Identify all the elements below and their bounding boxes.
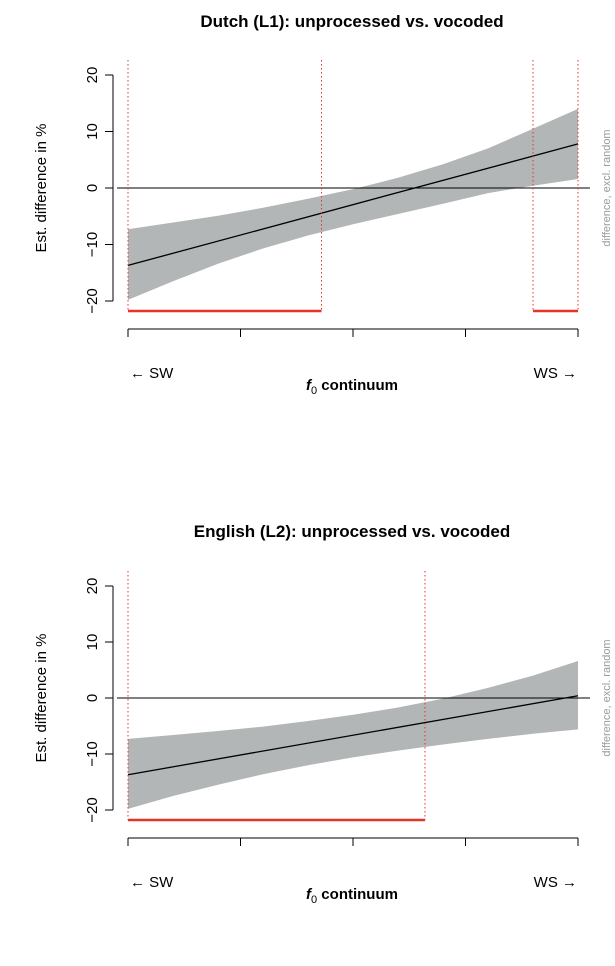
y-tick-label: −20 <box>84 288 101 313</box>
side-label: difference, excl. random <box>601 639 613 756</box>
y-tick-label: 10 <box>84 123 101 140</box>
y-tick-label: 20 <box>84 578 101 595</box>
y-tick-label: 0 <box>84 184 101 192</box>
x-axis-label-subscript: 0 <box>311 385 317 397</box>
x-axis-label-subscript: 0 <box>311 894 317 906</box>
y-tick-label: −20 <box>84 797 101 822</box>
x-axis-label-text: continuum <box>317 377 398 394</box>
x-axis-label-symbol: f <box>306 886 313 903</box>
panel-english: English (L2): unprocessed vs. vocoded −20… <box>33 522 613 906</box>
y-axis-label: Est. difference in % <box>33 634 50 763</box>
fit-line <box>127 695 579 776</box>
y-tick-label: −10 <box>84 232 101 257</box>
y-tick-label: 10 <box>84 634 101 651</box>
x-left-label: ← SW <box>130 365 174 382</box>
y-tick-label: 0 <box>84 694 101 702</box>
y-axis-label: Est. difference in % <box>33 124 50 253</box>
fit-line <box>127 143 579 267</box>
x-axis-label-text: continuum <box>317 886 398 903</box>
panel-dutch: Dutch (L1): unprocessed vs. vocoded −20 −1… <box>33 12 613 397</box>
x-right-label: WS → <box>534 874 577 891</box>
chart-title: Dutch (L1): unprocessed vs. vocoded <box>200 12 503 31</box>
side-label: difference, excl. random <box>601 129 613 246</box>
chart-title: English (L2): unprocessed vs. vocoded <box>194 522 510 541</box>
x-right-label: WS → <box>534 365 577 382</box>
x-axis-label: f0 continuum <box>306 886 398 906</box>
y-tick-label: 20 <box>84 67 101 84</box>
x-axis-label-symbol: f <box>306 377 313 394</box>
y-tick-label: −10 <box>84 741 101 766</box>
x-axis-label: f0 continuum <box>306 377 398 397</box>
x-left-label: ← SW <box>130 874 174 891</box>
